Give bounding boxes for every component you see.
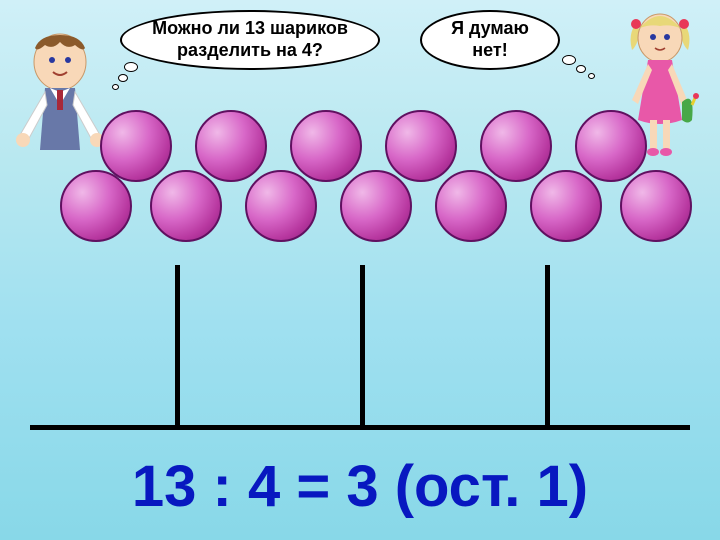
ball: [435, 170, 507, 242]
shelf-divider: [545, 265, 550, 430]
shelf-structure: [30, 260, 690, 430]
balls-container: [60, 110, 680, 260]
ball: [195, 110, 267, 182]
ball: [620, 170, 692, 242]
ball: [290, 110, 362, 182]
ball: [530, 170, 602, 242]
question-bubble: Можно ли 13 шариков разделить на 4?: [120, 10, 380, 70]
ball: [480, 110, 552, 182]
ball: [385, 110, 457, 182]
ball: [245, 170, 317, 242]
answer-text: Я думаю нет!: [442, 18, 538, 61]
ball: [340, 170, 412, 242]
ball: [575, 110, 647, 182]
shelf-divider: [360, 265, 365, 430]
ball: [150, 170, 222, 242]
ball: [60, 170, 132, 242]
answer-bubble: Я думаю нет!: [420, 10, 560, 70]
question-text: Можно ли 13 шариков разделить на 4?: [142, 18, 358, 61]
shelf-divider: [175, 265, 180, 430]
ball: [100, 110, 172, 182]
equation-text: 13 : 4 = 3 (ост. 1): [0, 453, 720, 520]
